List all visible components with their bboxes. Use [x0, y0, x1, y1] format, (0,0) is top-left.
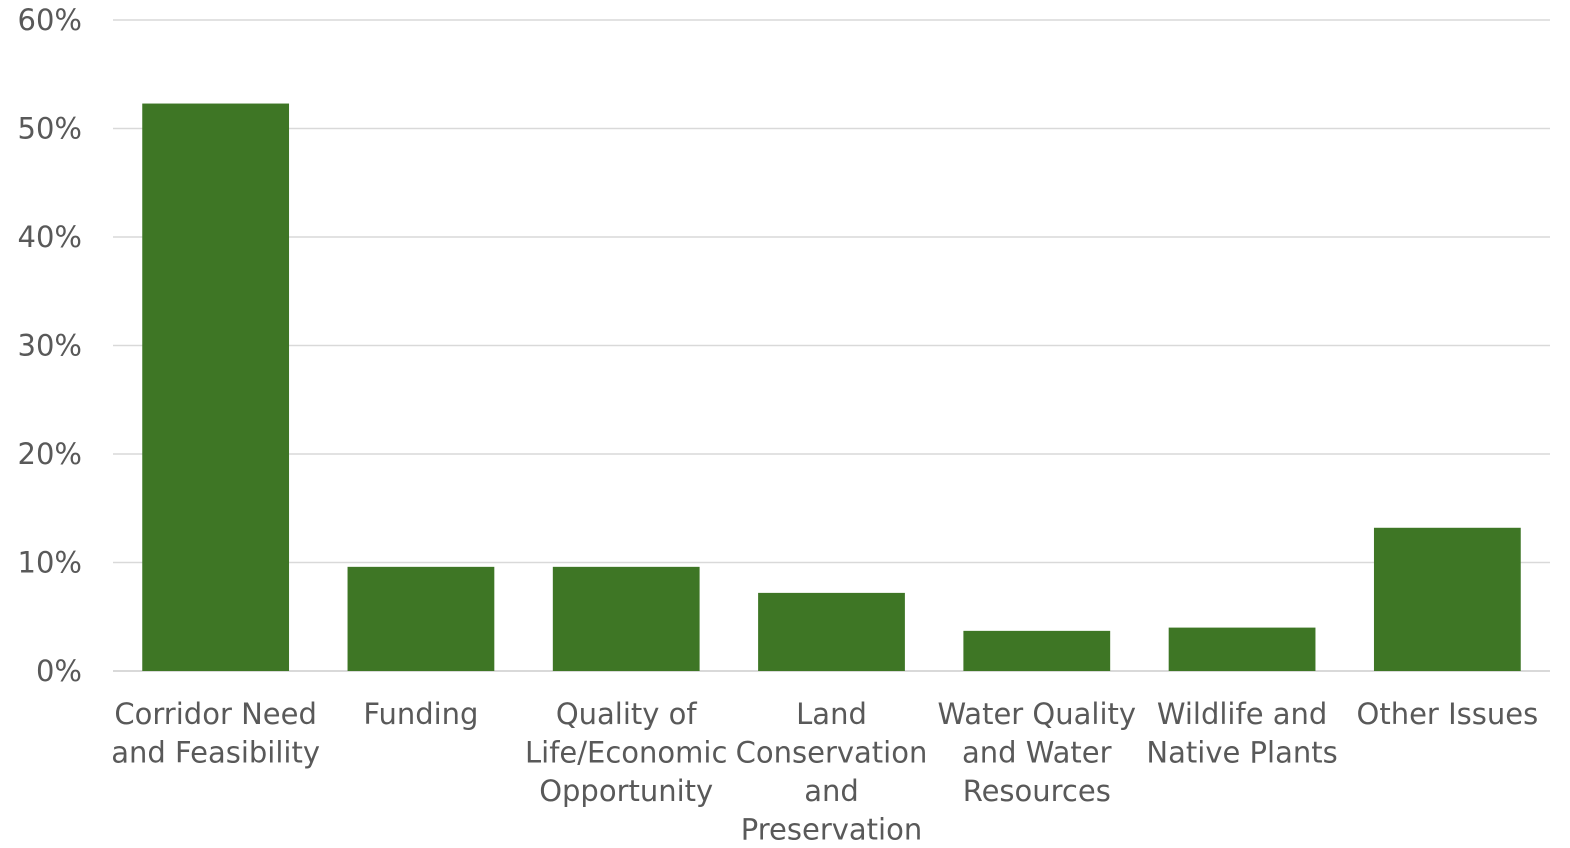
x-axis-ticks: Corridor Need and Feasibility Funding Quali… — [111, 697, 1538, 847]
bars — [142, 103, 1521, 672]
bar — [347, 566, 495, 671]
y-axis-ticks: 0% 10% 20% 30% 40% 50% 60% — [18, 3, 82, 688]
bar — [963, 630, 1111, 671]
x-tick-label: Funding — [363, 697, 478, 731]
x-tick-label: Quality of Life/Economic Opportunity — [525, 697, 727, 808]
bar — [142, 103, 290, 672]
x-tick-label: Water Quality and Water Resources — [937, 697, 1136, 808]
bar — [552, 566, 700, 671]
y-tick-label: 30% — [18, 329, 82, 363]
y-tick-label: 50% — [18, 112, 82, 146]
bar — [1168, 627, 1316, 671]
bar — [758, 592, 905, 671]
x-tick-label: Land Conservation and Preservation — [736, 697, 928, 847]
y-tick-label: 20% — [18, 437, 82, 471]
x-tick-label: Other Issues — [1357, 697, 1539, 731]
y-tick-label: 40% — [18, 220, 82, 254]
bar — [1373, 527, 1521, 671]
y-tick-label: 60% — [18, 3, 82, 37]
y-tick-label: 0% — [36, 654, 82, 688]
x-tick-label: Corridor Need and Feasibility — [111, 697, 320, 770]
x-tick-label: Wildlife and Native Plants — [1146, 697, 1337, 770]
y-tick-label: 10% — [18, 546, 82, 580]
gridlines — [113, 19, 1550, 672]
